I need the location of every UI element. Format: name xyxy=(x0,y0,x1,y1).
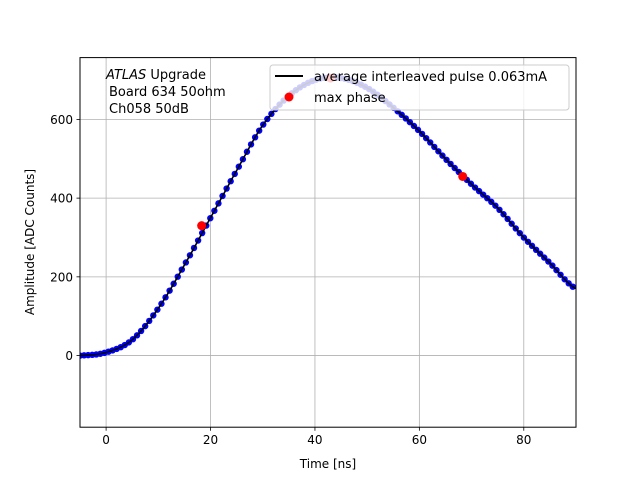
grid xyxy=(80,57,576,428)
x-axis-label: Time [ns] xyxy=(299,457,356,471)
y-tick-label: 0 xyxy=(65,349,73,363)
x-tick-label: 20 xyxy=(203,433,218,447)
y-tick-label: 600 xyxy=(50,113,73,127)
legend-box xyxy=(269,64,570,111)
max-phase-point xyxy=(458,171,468,181)
max-phase-point xyxy=(197,221,207,231)
y-axis-label: Amplitude [ADC Counts] xyxy=(23,169,37,315)
atlas-annotation: ATLAS Upgrade xyxy=(105,68,206,83)
x-tick-label: 60 xyxy=(412,433,427,447)
channel-annotation: Ch058 50dB xyxy=(109,102,189,117)
atlas-label: ATLAS xyxy=(105,68,146,83)
board-annotation: Board 634 50ohm xyxy=(109,85,226,100)
ticks: 0 20 40 60 80 0 200 400 600 xyxy=(50,113,531,447)
y-tick-label: 200 xyxy=(50,270,73,284)
legend-entry-average: average interleaved pulse 0.063mA xyxy=(314,70,547,85)
legend-marker-swatch xyxy=(284,92,294,102)
x-tick-label: 40 xyxy=(307,433,322,447)
x-tick-label: 80 xyxy=(516,433,531,447)
legend: average interleaved pulse 0.063mA max ph… xyxy=(269,64,570,111)
x-tick-label: 0 xyxy=(102,433,110,447)
y-tick-label: 400 xyxy=(50,192,73,206)
legend-entry-max-phase: max phase xyxy=(314,91,386,106)
upgrade-label: Upgrade xyxy=(146,68,206,83)
axes-frame xyxy=(79,57,577,428)
